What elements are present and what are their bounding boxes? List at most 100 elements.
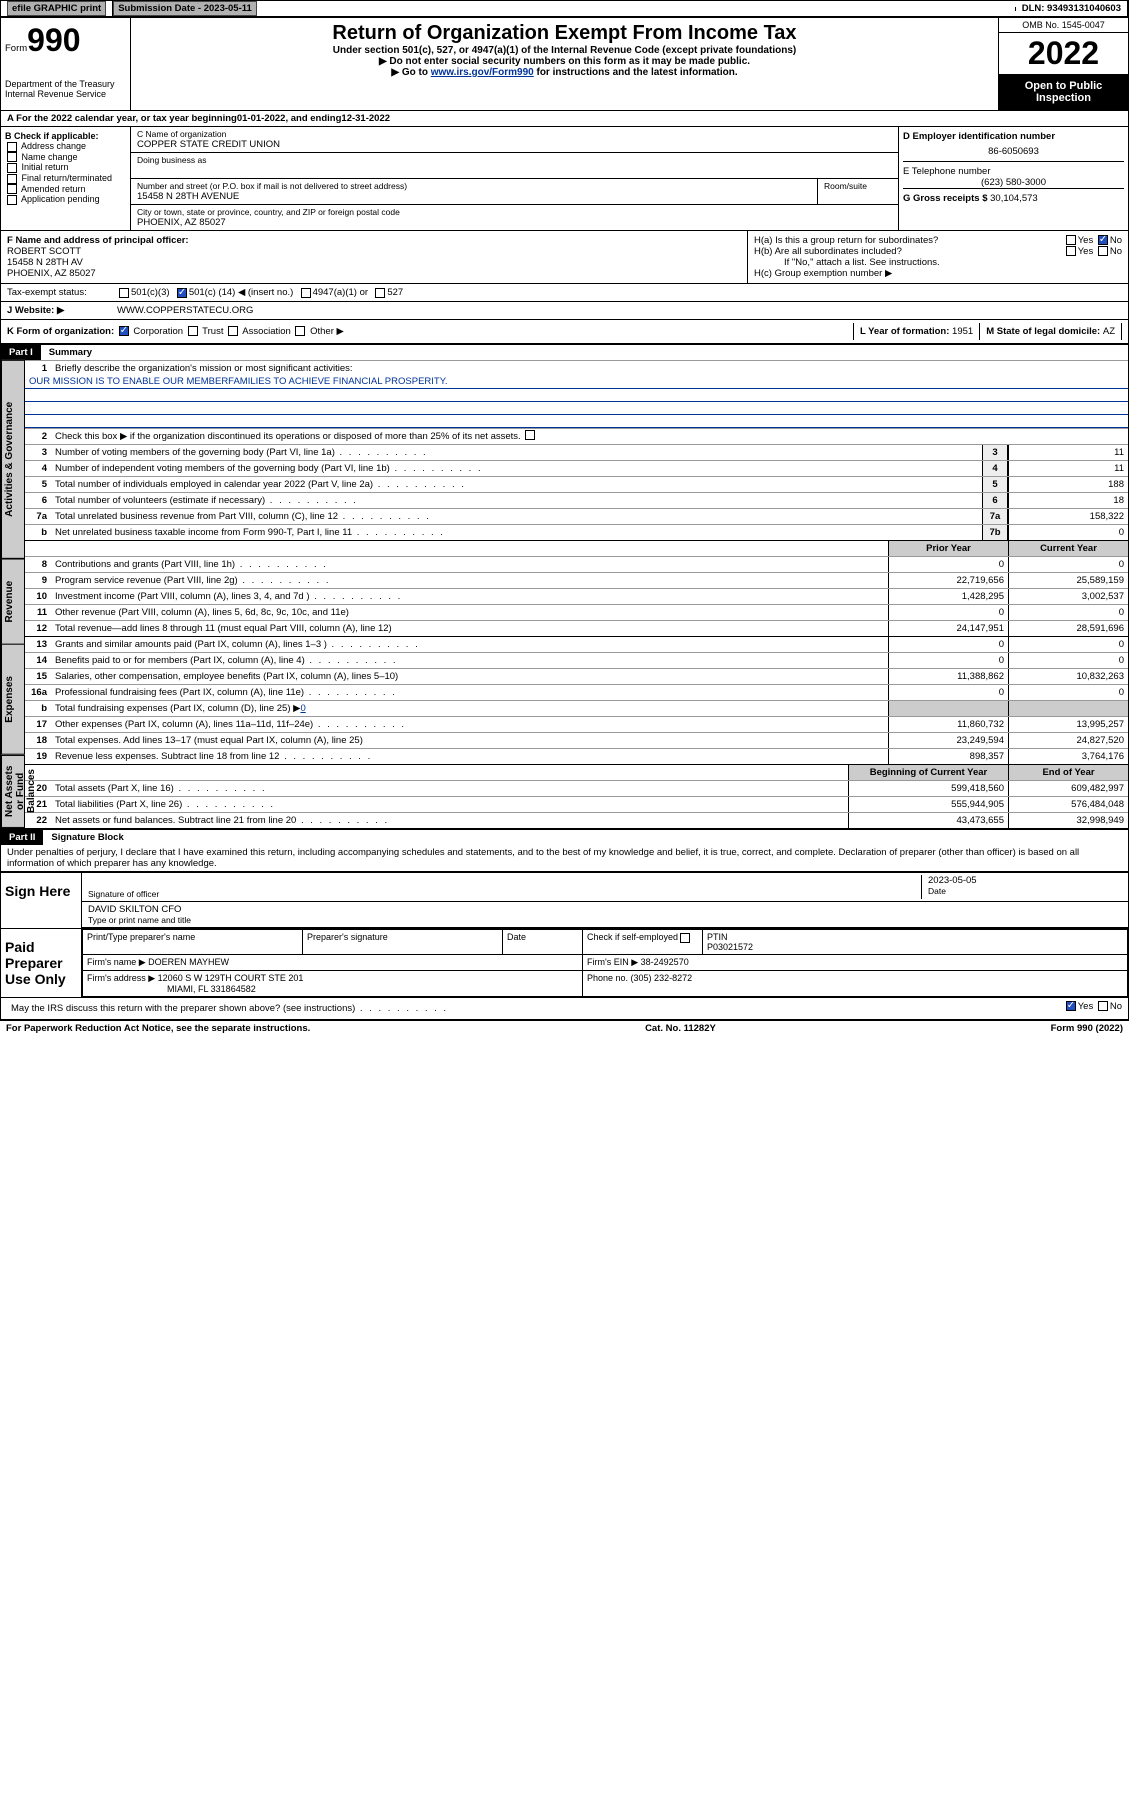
b-o4: Final return/terminated bbox=[22, 173, 113, 183]
m-val: AZ bbox=[1103, 326, 1115, 337]
b-label: B Check if applicable: bbox=[5, 131, 99, 141]
city: PHOENIX, AZ 85027 bbox=[137, 217, 892, 228]
i-label: Tax-exempt status: bbox=[7, 287, 117, 298]
ein: 86-6050693 bbox=[903, 142, 1124, 161]
b-o3: Initial return bbox=[22, 162, 69, 172]
cb-trust[interactable] bbox=[188, 326, 198, 336]
discuss-no: No bbox=[1110, 1001, 1122, 1012]
date-label: Date bbox=[928, 886, 1122, 896]
efile-graphic-btn[interactable]: efile GRAPHIC print bbox=[7, 1, 106, 16]
section-f: F Name and address of principal officer:… bbox=[1, 231, 748, 283]
cb-l2[interactable] bbox=[525, 430, 535, 440]
officer-typed-name: DAVID SKILTON CFO bbox=[88, 904, 191, 915]
c14: 0 bbox=[1008, 653, 1128, 668]
irs-link[interactable]: www.irs.gov/Form990 bbox=[431, 67, 534, 78]
l12: Total revenue—add lines 8 through 11 (mu… bbox=[51, 621, 888, 636]
cb-self-employed[interactable] bbox=[680, 933, 690, 943]
p9: 22,719,656 bbox=[888, 573, 1008, 588]
v5: 188 bbox=[1008, 477, 1128, 492]
cb-final-return[interactable] bbox=[7, 174, 17, 184]
p19: 898,357 bbox=[888, 749, 1008, 764]
form-title: Return of Organization Exempt From Incom… bbox=[135, 22, 994, 45]
street-label: Number and street (or P.O. box if mail i… bbox=[137, 181, 811, 191]
i-o2p: ) ◀ (insert no.) bbox=[232, 287, 293, 298]
cb-hb-yes[interactable] bbox=[1066, 246, 1076, 256]
c15: 10,832,263 bbox=[1008, 669, 1128, 684]
c22: 32,998,949 bbox=[1008, 813, 1128, 828]
cb-corp[interactable] bbox=[119, 326, 129, 336]
p13: 0 bbox=[888, 637, 1008, 652]
cat-no: Cat. No. 11282Y bbox=[645, 1023, 716, 1034]
l16b-val[interactable]: 0 bbox=[300, 703, 305, 714]
c10: 3,002,537 bbox=[1008, 589, 1128, 604]
f-label: F Name and address of principal officer: bbox=[7, 235, 189, 246]
form-ref: Form 990 (2022) bbox=[1051, 1023, 1123, 1034]
cb-501c3[interactable] bbox=[119, 288, 129, 298]
subtitle-2: ▶ Do not enter social security numbers o… bbox=[135, 56, 994, 67]
l16b: Total fundraising expenses (Part IX, col… bbox=[51, 701, 888, 716]
ha-label: H(a) Is this a group return for subordin… bbox=[754, 235, 938, 246]
section-b: B Check if applicable: Address change Na… bbox=[1, 127, 131, 230]
l9: Program service revenue (Part VIII, line… bbox=[51, 573, 888, 588]
pt-name-lbl: Print/Type preparer's name bbox=[83, 930, 303, 955]
cb-address-change[interactable] bbox=[7, 142, 17, 152]
cb-ha-no[interactable] bbox=[1098, 235, 1108, 245]
j-label: J Website: ▶ bbox=[7, 305, 117, 316]
discuss-yes: Yes bbox=[1078, 1001, 1094, 1012]
cb-name-change[interactable] bbox=[7, 152, 17, 162]
cb-discuss-no[interactable] bbox=[1098, 1001, 1108, 1011]
l-label: L Year of formation: bbox=[860, 326, 952, 337]
cb-discuss-yes[interactable] bbox=[1066, 1001, 1076, 1011]
p16b-gray bbox=[888, 701, 1008, 716]
city-label: City or town, state or province, country… bbox=[137, 207, 892, 217]
cb-527[interactable] bbox=[375, 288, 385, 298]
c16a: 0 bbox=[1008, 685, 1128, 700]
mission: OUR MISSION IS TO ENABLE OUR MEMBERFAMIL… bbox=[25, 376, 1128, 389]
cb-other[interactable] bbox=[295, 326, 305, 336]
boy-hdr: Beginning of Current Year bbox=[848, 765, 1008, 780]
section-j: J Website: ▶ WWW.COPPERSTATECU.ORG bbox=[1, 301, 1128, 319]
type-name-label: Type or print name and title bbox=[88, 915, 191, 925]
cb-assoc[interactable] bbox=[228, 326, 238, 336]
l7b: Net unrelated business taxable income fr… bbox=[51, 525, 982, 540]
section-h: H(a) Is this a group return for subordin… bbox=[748, 231, 1128, 283]
e-label: E Telephone number bbox=[903, 166, 1124, 177]
cb-4947[interactable] bbox=[301, 288, 311, 298]
cb-501c[interactable] bbox=[177, 288, 187, 298]
l18: Total expenses. Add lines 13–17 (must eq… bbox=[51, 733, 888, 748]
street: 15458 N 28TH AVENUE bbox=[137, 191, 811, 202]
period-begin: 01-01-2022 bbox=[237, 113, 286, 124]
cb-initial-return[interactable] bbox=[7, 163, 17, 173]
l16b-pre: Total fundraising expenses (Part IX, col… bbox=[55, 703, 300, 714]
tab-revenue: Revenue bbox=[1, 559, 25, 645]
l1-label: Briefly describe the organization's miss… bbox=[51, 361, 1128, 376]
room-label: Room/suite bbox=[824, 181, 892, 191]
p18: 23,249,594 bbox=[888, 733, 1008, 748]
firm-addr-lbl: Firm's address ▶ bbox=[87, 973, 155, 983]
l19: Revenue less expenses. Subtract line 18 … bbox=[51, 749, 888, 764]
prep-phone: (305) 232-8272 bbox=[631, 973, 693, 983]
cb-app-pending[interactable] bbox=[7, 195, 17, 205]
m-label: M State of legal domicile: bbox=[986, 326, 1103, 337]
form-number: 990 bbox=[27, 22, 80, 58]
firm-name-lbl: Firm's name ▶ bbox=[87, 957, 146, 967]
l20: Total assets (Part X, line 16) bbox=[51, 781, 848, 796]
cb-hb-no[interactable] bbox=[1098, 246, 1108, 256]
c13: 0 bbox=[1008, 637, 1128, 652]
d-label: D Employer identification number bbox=[903, 131, 1055, 142]
officer-street: 15458 N 28TH AV bbox=[7, 257, 83, 268]
l8: Contributions and grants (Part VIII, lin… bbox=[51, 557, 888, 572]
l6: Total number of volunteers (estimate if … bbox=[51, 493, 982, 508]
tab-activities-governance: Activities & Governance bbox=[1, 360, 25, 559]
cb-amended[interactable] bbox=[7, 184, 17, 194]
part1-header: Part I Summary bbox=[1, 343, 1128, 360]
v7a: 158,322 bbox=[1008, 509, 1128, 524]
period-label: A For the 2022 calendar year, or tax yea… bbox=[7, 113, 237, 124]
l2-text: Check this box ▶ if the organization dis… bbox=[55, 431, 521, 442]
cb-ha-yes[interactable] bbox=[1066, 235, 1076, 245]
declaration: Under penalties of perjury, I declare th… bbox=[1, 845, 1128, 871]
omb-number: OMB No. 1545-0047 bbox=[999, 18, 1128, 33]
sign-here: Sign Here bbox=[1, 873, 81, 928]
phone-lbl: Phone no. bbox=[587, 973, 631, 983]
p21: 555,944,905 bbox=[848, 797, 1008, 812]
